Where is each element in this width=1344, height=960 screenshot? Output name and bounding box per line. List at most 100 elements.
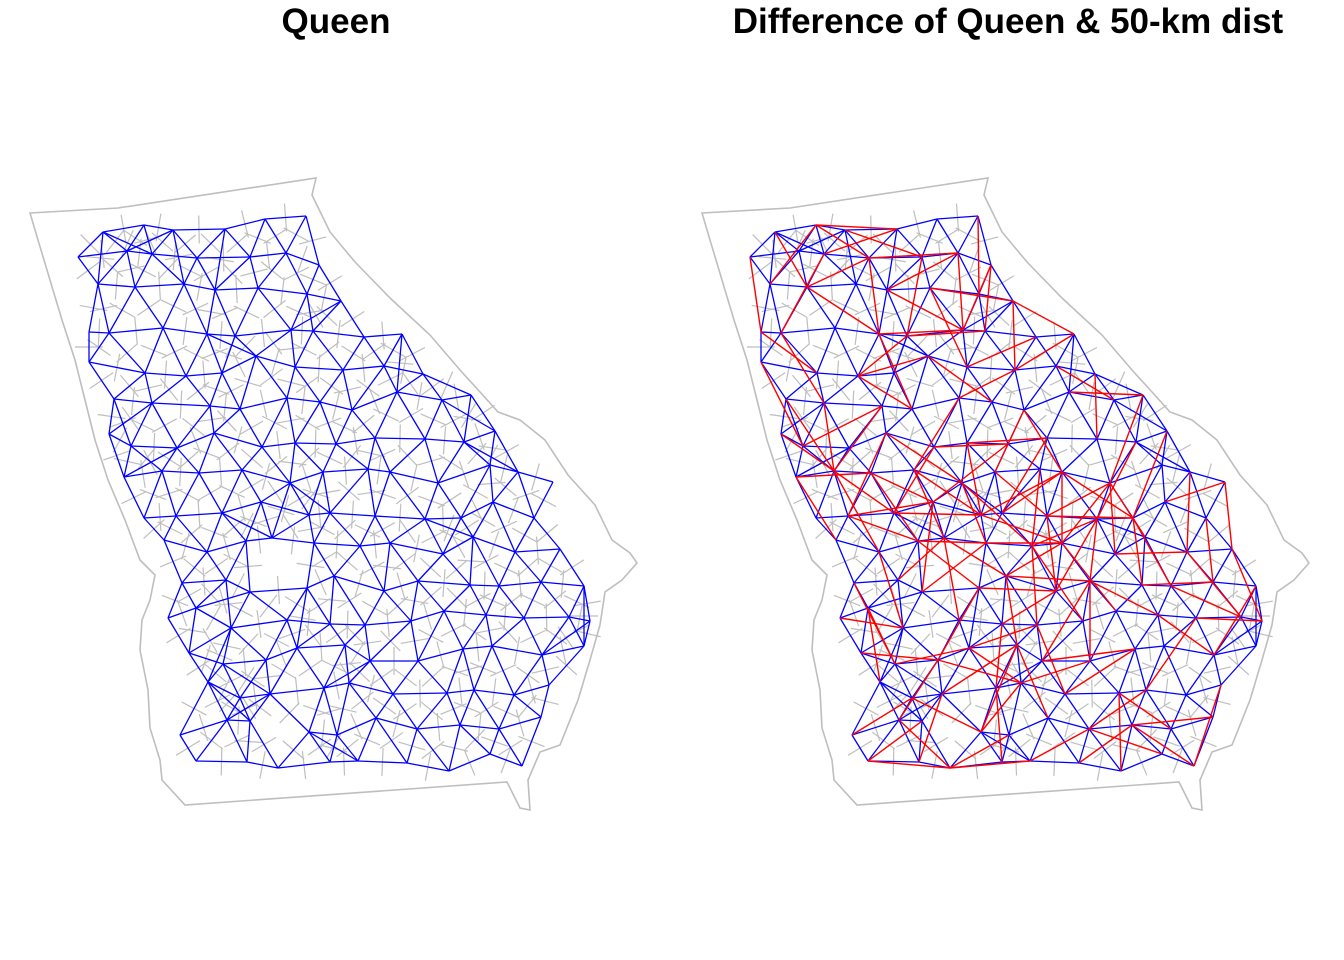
- queen-queen-link: [257, 252, 287, 289]
- queen-queen-link: [175, 472, 200, 517]
- queen-queen-link: [209, 405, 241, 410]
- queen-queen-link: [463, 441, 519, 473]
- difference-queen-link: [1109, 441, 1137, 484]
- queen-queen-link: [312, 300, 342, 332]
- difference-difference-link: [1001, 590, 1057, 625]
- queen-queen-link: [446, 689, 475, 694]
- difference-queen-link: [1096, 399, 1115, 440]
- difference-queen-link: [927, 355, 968, 368]
- queen-queen-link: [113, 398, 132, 447]
- difference-queen-link: [984, 300, 1014, 332]
- difference-difference-link: [906, 256, 923, 337]
- queen-queen-link: [221, 335, 236, 374]
- difference-queen-link: [911, 397, 960, 410]
- queen-queen-link: [469, 536, 474, 586]
- difference-map-group: [700, 177, 1311, 811]
- queen-queen-link: [322, 443, 337, 473]
- difference-difference-link: [1118, 692, 1172, 730]
- queen-queen-link: [348, 682, 394, 695]
- difference-queen-link: [984, 330, 1016, 371]
- difference-difference-link: [1078, 724, 1133, 764]
- difference-difference-link: [921, 501, 934, 593]
- difference-queen-link: [881, 372, 895, 407]
- queen-queen-link: [126, 224, 145, 252]
- queen-queen-link: [151, 229, 174, 255]
- difference-queen-link: [1118, 692, 1133, 726]
- queen-queen-link: [329, 512, 361, 547]
- difference-difference-link: [833, 405, 883, 472]
- difference-queen-link: [1141, 584, 1159, 616]
- queen-queen-link: [383, 542, 391, 592]
- queen-queen-link: [143, 517, 165, 541]
- difference-difference-link: [1046, 515, 1134, 519]
- queen-queen-link: [179, 734, 197, 762]
- difference-difference-link: [780, 253, 825, 334]
- difference-queen-link: [885, 432, 915, 471]
- difference-queen-link: [1115, 610, 1136, 650]
- queen-queen-link: [97, 250, 128, 285]
- queen-queen-link: [108, 327, 164, 334]
- queen-queen-link: [462, 648, 475, 691]
- difference-queen-link: [1205, 517, 1233, 550]
- queen-queen-link: [498, 694, 515, 730]
- queen-queen-link: [271, 537, 315, 544]
- queen-queen-link: [489, 728, 500, 755]
- difference-queen-link: [1016, 624, 1038, 646]
- queen-queen-link: [322, 468, 369, 473]
- difference-queen-link: [936, 215, 979, 220]
- difference-difference-link: [760, 331, 818, 374]
- difference-queen-link: [1055, 333, 1075, 367]
- difference-queen-link: [1157, 614, 1197, 619]
- difference-queen-link: [897, 540, 919, 581]
- difference-queen-link: [1113, 394, 1144, 401]
- difference-difference-link: [795, 476, 837, 541]
- queen-queen-link: [179, 719, 228, 736]
- queen-queen-link: [255, 355, 296, 368]
- difference-queen-link: [991, 369, 1016, 403]
- difference-queen-link: [1031, 545, 1057, 592]
- queen-queen-link: [568, 616, 585, 647]
- difference-queen-link: [823, 253, 857, 285]
- queen-queen-link: [323, 644, 346, 689]
- difference-queen-link: [958, 619, 1003, 625]
- difference-queen-link: [1001, 468, 1041, 514]
- queen-queen-link: [214, 287, 259, 291]
- difference-queen-link: [1096, 438, 1111, 484]
- difference-queen-link: [980, 512, 1003, 516]
- queen-queen-link: [222, 663, 241, 699]
- difference-difference-link: [878, 551, 904, 629]
- queen-queen-link: [340, 300, 365, 338]
- difference-queen-link: [1001, 734, 1010, 763]
- queen-queen-link: [374, 391, 398, 439]
- difference-queen-link: [1135, 441, 1163, 466]
- difference-queen-link: [1089, 553, 1116, 582]
- queen-queen-link: [239, 397, 288, 410]
- queen-queen-link: [410, 580, 419, 622]
- difference-queen-link: [911, 355, 929, 410]
- difference-queen-link: [1185, 694, 1214, 718]
- difference-queen-link: [1113, 399, 1137, 443]
- queen-queen-link: [322, 471, 331, 514]
- difference-queen-link: [1164, 501, 1188, 553]
- queen-queen-link: [269, 647, 298, 695]
- queen-queen-link: [198, 472, 223, 514]
- difference-queen-link: [1007, 443, 1041, 470]
- queen-queen-link: [123, 445, 132, 478]
- queen-queen-link: [323, 660, 371, 689]
- difference-queen-link: [1061, 471, 1111, 484]
- difference-difference-link: [1046, 482, 1111, 517]
- difference-queen-link: [1088, 692, 1120, 730]
- difference-queen-link: [994, 471, 1003, 514]
- difference-difference-link: [886, 252, 959, 291]
- queen-queen-link: [255, 355, 288, 399]
- difference-queen-link: [1195, 581, 1214, 619]
- queen-queen-link: [342, 369, 353, 411]
- difference-difference-link: [977, 215, 980, 295]
- difference-difference-link: [927, 355, 993, 403]
- difference-queen-link: [1170, 551, 1188, 587]
- difference-queen-link: [1131, 724, 1163, 755]
- difference-difference-link: [844, 229, 923, 258]
- difference-queen-link: [1144, 501, 1166, 538]
- difference-queen-link: [991, 401, 1009, 445]
- queen-queen-link: [198, 432, 215, 474]
